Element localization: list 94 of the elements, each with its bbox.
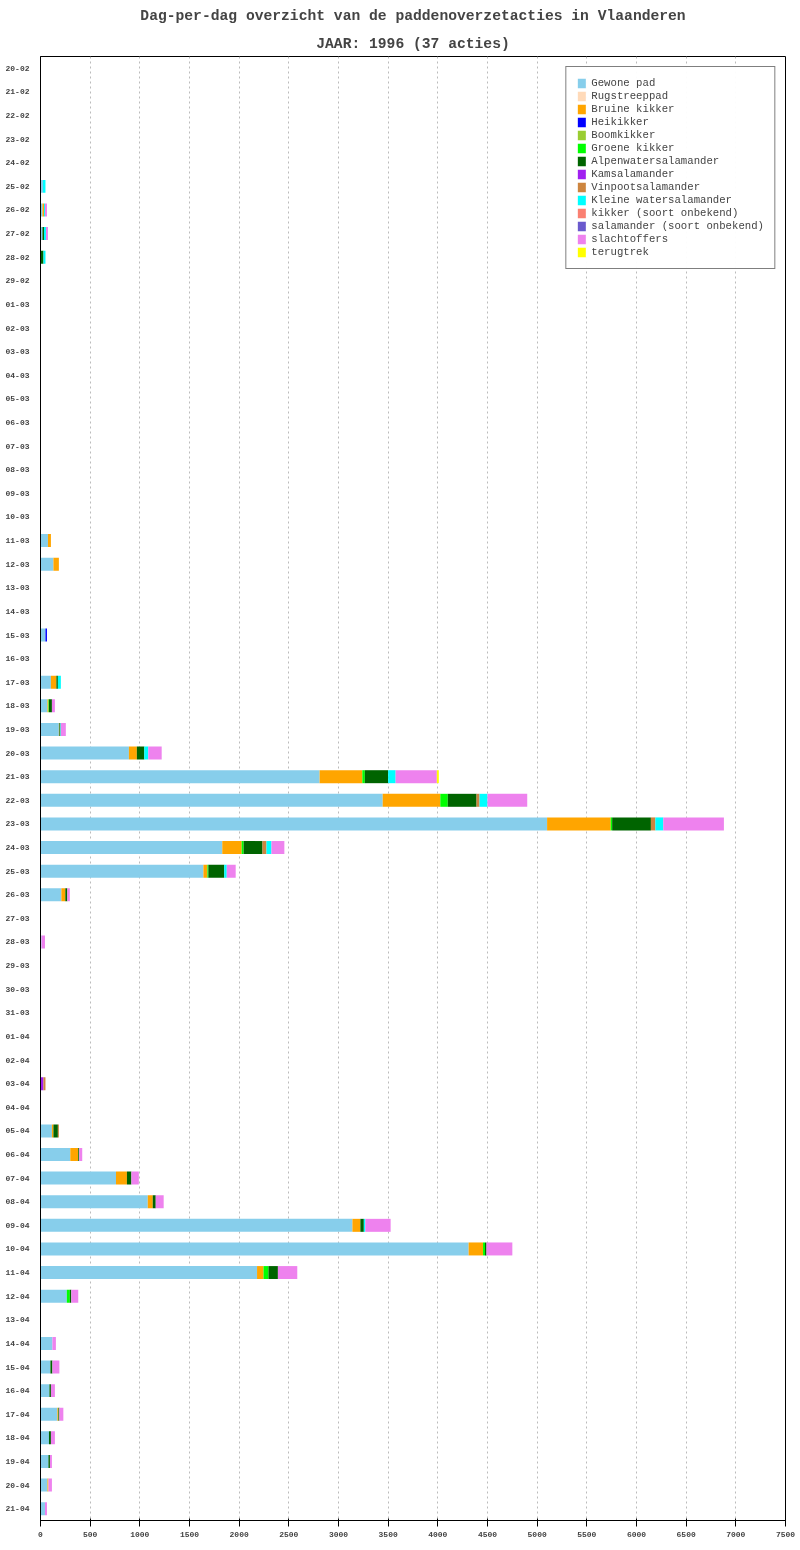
y-tick-label: 24-03 <box>5 843 30 853</box>
y-tick-label: 11-04 <box>5 1268 30 1278</box>
y-tick-label: 24-02 <box>5 158 30 168</box>
y-tick-label: 04-03 <box>5 370 30 380</box>
y-tick-label: 17-04 <box>5 1409 30 1419</box>
y-tick-label: 27-02 <box>5 229 30 239</box>
y-tick-label: 29-03 <box>5 961 30 971</box>
y-tick-label: 14-04 <box>5 1338 30 1348</box>
y-tick-label: 28-03 <box>5 937 30 947</box>
x-tick-label: 2000 <box>229 1529 249 1539</box>
y-tick-label: 08-04 <box>5 1197 30 1207</box>
y-tick-label: 29-02 <box>5 276 30 286</box>
y-tick-label: 23-02 <box>5 134 30 144</box>
y-tick-label: 05-03 <box>5 394 30 404</box>
x-tick-label: 3500 <box>378 1529 398 1539</box>
y-tick-label: 06-03 <box>5 418 30 427</box>
x-tick-label: 4000 <box>428 1529 448 1539</box>
x-tick-label: 6500 <box>676 1529 696 1539</box>
y-tick-label: 27-03 <box>5 913 30 923</box>
y-tick-label: 18-03 <box>5 701 30 711</box>
y-tick-label: 13-04 <box>5 1315 30 1325</box>
y-tick-label: 15-04 <box>5 1362 30 1372</box>
y-tick-label: 22-03 <box>5 795 30 805</box>
y-tick-label: 19-04 <box>5 1456 30 1466</box>
y-tick-label: 21-02 <box>5 87 30 97</box>
legend-label: Kleine watersalamander <box>591 194 733 206</box>
y-tick-label: 15-03 <box>5 630 30 640</box>
y-tick-label: 16-04 <box>5 1386 30 1396</box>
y-tick-label: 23-03 <box>5 819 30 829</box>
y-tick-label: 19-03 <box>5 724 30 734</box>
y-tick-label: 20-02 <box>5 63 30 73</box>
y-tick-label: 20-04 <box>5 1480 30 1490</box>
x-tick-label: 1500 <box>179 1529 200 1539</box>
y-tick-label: 06-04 <box>5 1150 30 1159</box>
y-tick-label: 10-04 <box>5 1244 30 1254</box>
legend-label: salamander (soort onbekend) <box>591 220 764 232</box>
y-tick-label: 21-03 <box>5 772 30 782</box>
x-tick-label: 5500 <box>577 1529 597 1539</box>
x-tick-label: 4500 <box>477 1529 498 1539</box>
y-tick-label: 08-03 <box>5 465 30 475</box>
y-tick-label: 26-03 <box>5 890 30 900</box>
x-tick-label: 0 <box>38 1529 44 1539</box>
y-tick-label: 07-04 <box>5 1173 30 1183</box>
y-tick-label: 26-02 <box>5 205 30 215</box>
y-tick-label: 18-04 <box>5 1433 30 1443</box>
x-tick-label: 3000 <box>328 1529 349 1539</box>
y-tick-label: 09-04 <box>5 1220 30 1230</box>
legend-label: Vinpootsalamander <box>591 181 701 193</box>
x-tick-label: 1000 <box>130 1529 150 1539</box>
x-tick-label: 7500 <box>775 1529 796 1539</box>
x-tick-label: 7000 <box>726 1529 746 1539</box>
y-tick-label: 09-03 <box>5 488 30 498</box>
legend-label: Bruine kikker <box>591 103 675 115</box>
y-tick-label: 10-03 <box>5 512 30 522</box>
y-tick-label: 01-03 <box>5 299 30 309</box>
y-tick-label: 16-03 <box>5 654 30 664</box>
y-tick-label: 14-03 <box>5 606 30 616</box>
y-tick-label: 01-04 <box>5 1031 30 1041</box>
y-tick-label: 22-02 <box>5 111 30 121</box>
legend-label: Boomkikker <box>591 129 656 141</box>
chart-title: Dag-per-dag overzicht van de paddenoverzetacties in Vlaanderen <box>140 7 686 24</box>
x-tick-label: 5000 <box>527 1529 547 1539</box>
legend-label: slachtoffers <box>591 233 669 245</box>
y-tick-label: 12-04 <box>5 1291 30 1301</box>
legend-label: Heikikker <box>591 116 649 128</box>
y-tick-label: 11-03 <box>5 536 30 546</box>
legend-label: kikker (soort onbekend) <box>591 207 739 219</box>
legend-label: Rugstreeppad <box>591 90 669 102</box>
y-tick-label: 25-02 <box>5 181 30 191</box>
legend-label: Alpenwatersalamander <box>591 155 720 167</box>
y-tick-label: 20-03 <box>5 748 30 758</box>
y-tick-label: 03-04 <box>5 1079 30 1089</box>
y-tick-label: 21-04 <box>5 1504 30 1514</box>
y-tick-label: 02-04 <box>5 1055 30 1065</box>
y-tick-label: 03-03 <box>5 347 30 357</box>
y-tick-label: 30-03 <box>5 984 30 994</box>
x-tick-label: 6000 <box>626 1529 647 1539</box>
y-tick-label: 13-03 <box>5 583 30 593</box>
y-tick-label: 25-03 <box>5 866 30 876</box>
x-tick-label: 500 <box>82 1529 98 1539</box>
y-tick-label: 31-03 <box>5 1008 30 1018</box>
y-tick-label: 04-04 <box>5 1102 30 1112</box>
y-tick-label: 05-04 <box>5 1126 30 1136</box>
y-tick-label: 28-02 <box>5 252 30 262</box>
y-tick-label: 12-03 <box>5 559 30 569</box>
y-tick-label: 17-03 <box>5 677 30 687</box>
legend-label: Gewone pad <box>591 77 656 89</box>
legend-label: Kamsalamander <box>591 168 675 180</box>
y-tick-label: 02-03 <box>5 323 30 333</box>
legend-label: terugtrek <box>591 246 649 258</box>
legend-label: Groene kikker <box>591 142 675 154</box>
x-tick-label: 2500 <box>279 1529 299 1539</box>
y-tick-label: 07-03 <box>5 441 30 451</box>
chart-subtitle: JAAR: 1996 (37 acties) <box>316 35 510 52</box>
